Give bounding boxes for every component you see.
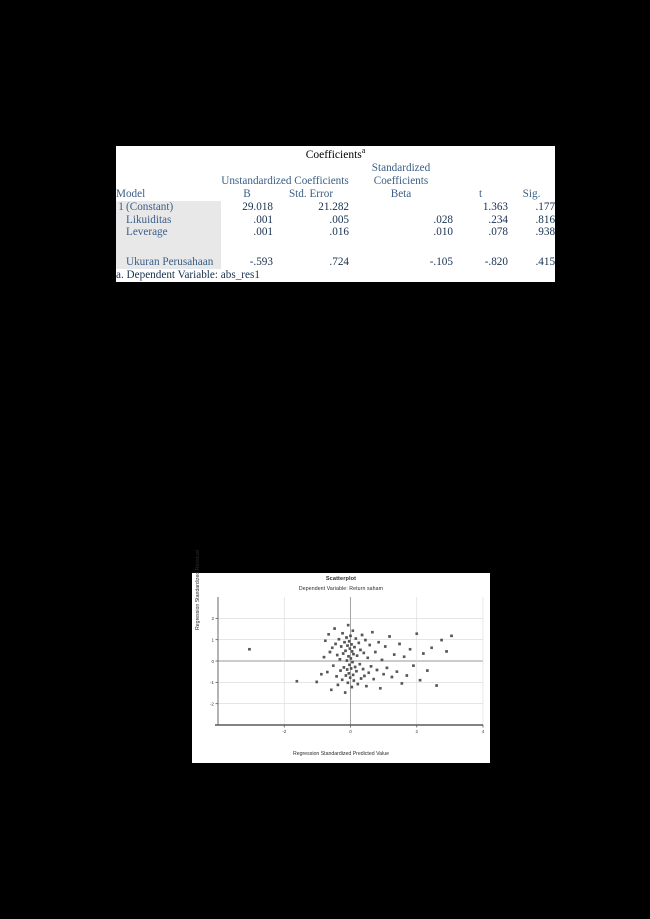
row-label: (Constant): [126, 200, 221, 214]
svg-text:0: 0: [211, 659, 214, 664]
table-row: Likuiditas .001 .005 .028 .234 .816: [116, 213, 556, 227]
table-group-header-row: Unstandardized Coefficients Standardized…: [116, 162, 555, 188]
cell-sig: .415: [535, 256, 556, 269]
svg-text:-2: -2: [210, 701, 215, 706]
scatterplot-panel: Scatterplot Dependent Variable: Return s…: [192, 550, 490, 763]
cell-beta: -.105: [429, 256, 453, 269]
svg-text:0: 0: [349, 729, 352, 734]
table-row: Leverage .001 .016 .010 .078 .938: [116, 226, 556, 240]
spss-coefficients-table: Coefficientsa Unstandardized Coefficient…: [116, 146, 556, 283]
table-title: Coefficientsa: [116, 146, 555, 162]
cell-std-error: 21.282: [318, 200, 349, 213]
svg-text:2: 2: [415, 729, 418, 734]
row-label: Ukuran Perusahaan: [126, 239, 221, 270]
table-title-text: Coefficients: [305, 148, 362, 161]
cell-std-error: .005: [329, 213, 349, 226]
header-col-sig: Sig.: [522, 187, 541, 200]
svg-text:2: 2: [211, 616, 214, 621]
table-title-row: Coefficientsa: [116, 146, 555, 162]
cell-beta: [349, 201, 453, 214]
header-col-t: t: [478, 187, 483, 200]
cell-t: .078: [488, 226, 508, 239]
header-col-std-error: Std. Error: [288, 187, 334, 200]
cell-std-error: .016: [329, 226, 349, 239]
header-model-spacer: [116, 162, 221, 188]
table-footnote-row: a. Dependent Variable: abs_res1: [116, 269, 555, 282]
chart-subtitle: Dependent Variable: Return saham: [298, 586, 384, 592]
x-axis-label: Regression Standardized Predicted Value: [293, 751, 389, 757]
row-label: Likuiditas: [126, 213, 221, 227]
cell-sig: .177: [535, 200, 556, 213]
cell-b: -.593: [249, 256, 273, 269]
svg-text:4: 4: [482, 729, 485, 734]
cell-sig: .938: [535, 226, 556, 239]
cell-b: 29.018: [242, 200, 273, 213]
cell-b: .001: [253, 213, 273, 226]
cell-std-error: .724: [329, 256, 349, 269]
model-number-spacer: [116, 239, 126, 270]
table-subheader-row: Model B Std. Error Beta t Sig.: [116, 188, 555, 201]
header-sig-spacer: [508, 162, 555, 188]
row-label: Leverage: [126, 226, 221, 240]
table-title-superscript: a: [361, 146, 366, 155]
svg-text:-1: -1: [210, 680, 215, 685]
header-group-unstandardized: Unstandardized Coefficients: [221, 174, 349, 187]
header-group-standardized: Standardized Coefficients: [371, 162, 431, 187]
model-number-spacer: [116, 226, 126, 240]
cell-t: .234: [488, 213, 508, 226]
table-row: Ukuran Perusahaan -.593 .724 -.105 -.820…: [116, 239, 556, 270]
cell-beta: .010: [433, 226, 453, 239]
cell-t: 1.363: [482, 200, 508, 213]
cell-t: -.820: [484, 256, 508, 269]
y-axis-label: Regression Standardized Residual: [195, 550, 201, 630]
scatterplot-svg: -2 -1 0 1 2 -2 0 2 4: [210, 597, 485, 734]
svg-text:1: 1: [211, 637, 214, 642]
model-number: 1: [116, 200, 126, 214]
table-footnote: a. Dependent Variable: abs_res1: [116, 269, 260, 282]
header-t-spacer: [453, 162, 508, 188]
chart-title: Scatterplot: [325, 576, 357, 582]
svg-text:-2: -2: [282, 729, 287, 734]
cell-sig: .816: [535, 213, 556, 226]
header-col-b: B: [243, 187, 251, 200]
cell-beta: .028: [433, 213, 453, 226]
header-col-beta: Beta: [390, 187, 412, 200]
coefficients-table: Coefficientsa Unstandardized Coefficient…: [116, 146, 556, 283]
cell-b: .001: [253, 226, 273, 239]
header-model: Model: [116, 187, 146, 200]
model-number-spacer: [116, 213, 126, 227]
table-row: 1 (Constant) 29.018 21.282 1.363 .177: [116, 200, 556, 214]
